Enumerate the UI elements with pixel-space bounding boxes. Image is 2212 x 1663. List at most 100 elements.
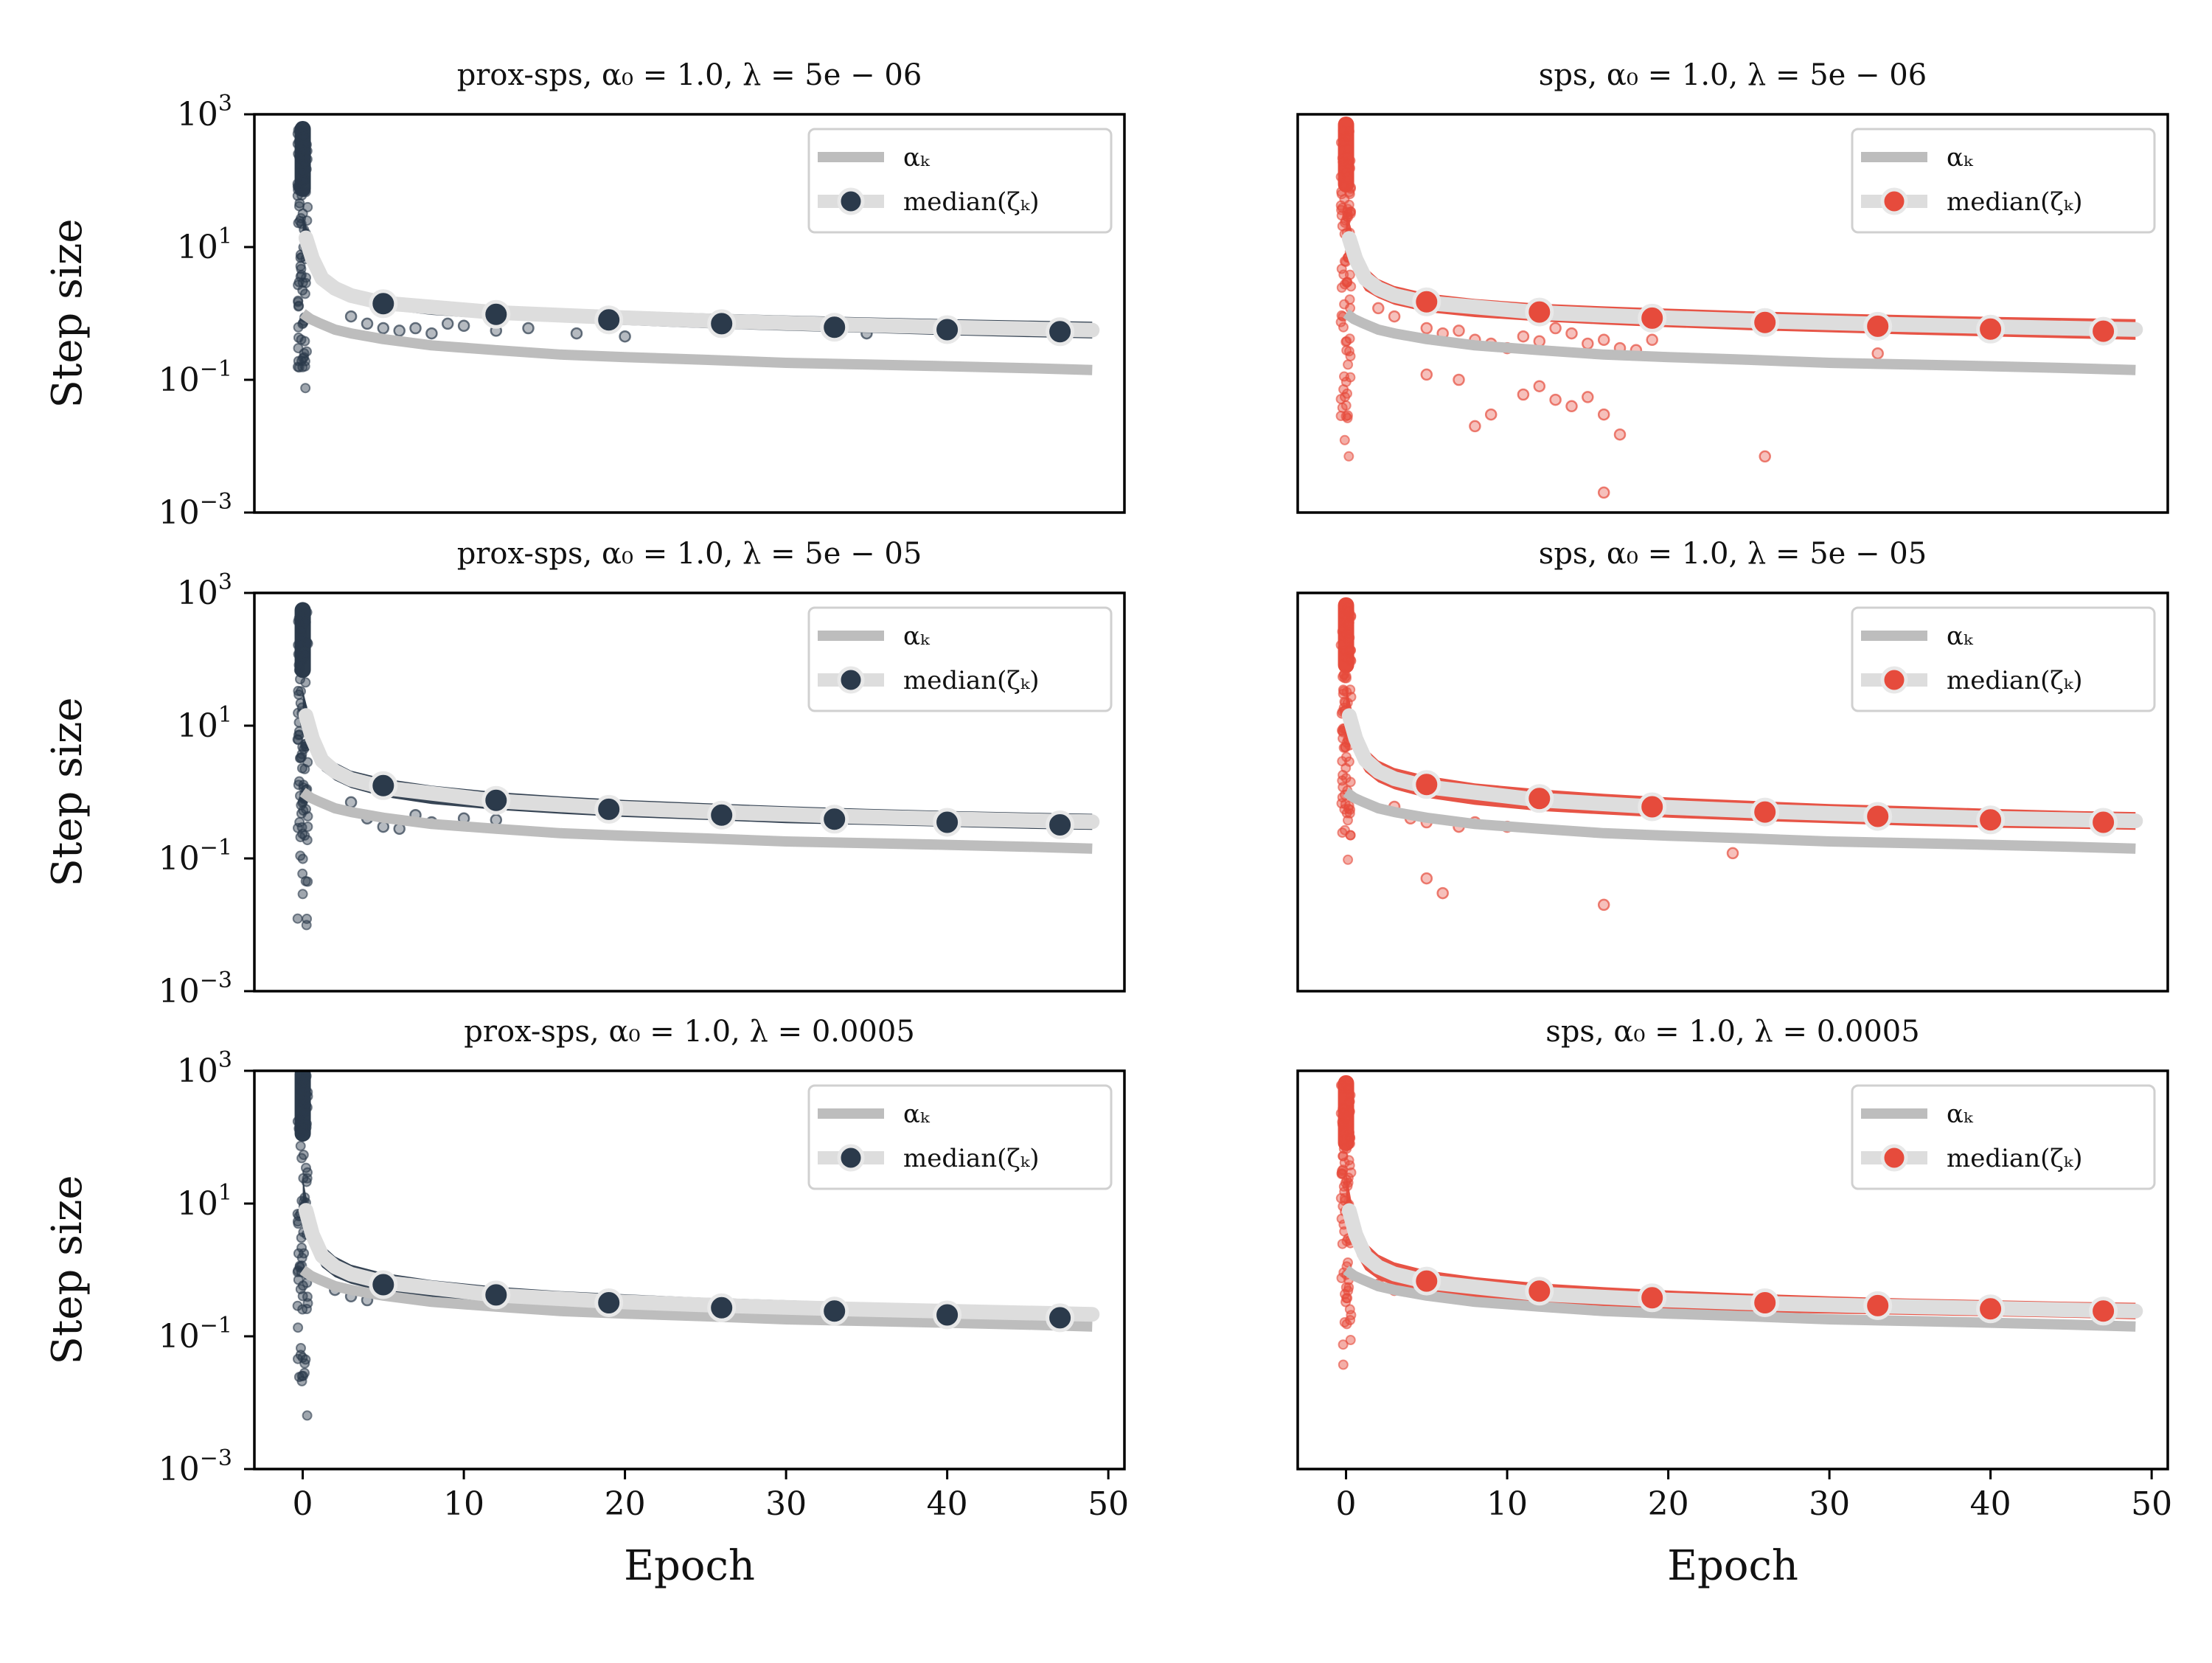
median-marker (707, 1293, 737, 1322)
median-marker (933, 808, 962, 837)
median-marker (820, 805, 849, 834)
step-size-point (522, 322, 535, 335)
y-tick-exponent: −1 (200, 356, 232, 382)
y-tick-base: 10 (177, 96, 218, 133)
panel-title: prox-sps, α₀ = 1.0, λ = 5e − 05 (457, 537, 922, 571)
median-marker (369, 1270, 398, 1299)
step-size-point (1343, 854, 1354, 865)
median-marker (1525, 1277, 1554, 1306)
step-size-point (1337, 827, 1348, 839)
x-tick-label: 50 (2131, 1485, 2172, 1523)
step-size-point (302, 1304, 312, 1314)
step-size-point (1582, 337, 1594, 350)
x-tick-label: 40 (927, 1485, 968, 1523)
step-size-point (293, 616, 304, 627)
y-tick-base: 10 (177, 574, 218, 612)
step-size-point (300, 617, 311, 628)
alpha-k-line (299, 1266, 1093, 1332)
step-size-point (1340, 411, 1352, 422)
step-size-point (297, 889, 308, 900)
y-tick-base: 10 (159, 973, 200, 1010)
step-size-point (1597, 486, 1610, 499)
y-tick-base: 10 (177, 707, 218, 745)
step-size-point (302, 1102, 313, 1113)
step-size-point (302, 638, 313, 649)
x-tick-label: 20 (1648, 1485, 1689, 1523)
y-tick-exponent: −3 (200, 1445, 232, 1471)
y-tick-label: 10−3 (159, 1445, 232, 1488)
x-axis-label: Epoch (1667, 1542, 1798, 1590)
step-size-point (1338, 1359, 1349, 1370)
y-tick-label: 103 (177, 1047, 232, 1090)
panel-r0c1: sps, α₀ = 1.0, λ = 5e − 06 αₖ median(ζₖ) (1296, 58, 2169, 514)
legend-alpha-label: αₖ (903, 1100, 931, 1129)
step-size-point (1646, 333, 1658, 347)
step-size-point (377, 322, 390, 335)
x-tick-label: 10 (1486, 1485, 1528, 1523)
step-size-point (457, 319, 470, 333)
step-size-point (301, 272, 311, 283)
step-size-point (1342, 612, 1353, 622)
step-size-point (1339, 1157, 1350, 1168)
y-tick-exponent: 3 (218, 91, 232, 117)
plot-area (1335, 1074, 2143, 1370)
panel-title: prox-sps, α₀ = 1.0, λ = 0.0005 (464, 1015, 915, 1049)
plot-area (1335, 597, 2143, 912)
median-marker (2089, 1296, 2118, 1326)
legend: αₖ median(ζₖ) (1851, 1084, 2156, 1190)
step-size-point (297, 828, 308, 839)
step-size-point (1759, 450, 1771, 463)
legend-alpha-label: αₖ (903, 622, 931, 651)
median-marker (1863, 802, 1893, 831)
median-marker (1750, 308, 1780, 337)
y-tick-label: 103 (177, 91, 232, 133)
legend-alpha-label: αₖ (1947, 622, 1974, 651)
legend-median-label: median(ζₖ) (903, 666, 1040, 695)
step-size-point (1517, 330, 1530, 343)
step-size-point (1337, 402, 1348, 413)
legend-median-swatch-marker (1880, 1144, 1908, 1172)
legend-median-label: median(ζₖ) (903, 1144, 1040, 1173)
axes-frame (253, 591, 1126, 993)
plot-area (292, 1071, 1100, 1421)
legend-box (1851, 128, 2156, 234)
step-size-point (1342, 1181, 1353, 1192)
x-tick-label: 30 (765, 1485, 807, 1523)
median-marker (1976, 314, 2006, 344)
step-size-point (425, 327, 438, 340)
step-size-point (298, 805, 309, 816)
step-size-point (298, 1077, 309, 1088)
step-size-point (299, 174, 310, 185)
y-tick-label: 10−1 (159, 356, 232, 399)
y-tick-exponent: 1 (218, 223, 232, 249)
median-marker (1046, 317, 1075, 347)
step-size-point (1338, 733, 1349, 744)
step-size-point (1340, 742, 1351, 753)
legend-median-swatch-marker (837, 187, 865, 215)
median-marker (1638, 1283, 1667, 1313)
panel-r1c1: sps, α₀ = 1.0, λ = 5e − 05 αₖ median(ζₖ) (1296, 537, 2169, 993)
median-zeta-line (298, 708, 1100, 830)
y-axis-label: Step size (44, 219, 91, 409)
step-size-point (296, 1153, 307, 1164)
step-size-point (296, 626, 307, 637)
median-marker (1976, 805, 2006, 835)
step-size-point (1453, 373, 1465, 386)
x-tick-label: 40 (1970, 1485, 2011, 1523)
step-size-point (295, 260, 306, 271)
median-marker (481, 299, 511, 329)
step-size-point (1871, 347, 1884, 360)
legend: αₖ median(ζₖ) (807, 606, 1113, 712)
median-marker (369, 289, 398, 319)
step-size-point (1597, 333, 1610, 347)
median-marker (1525, 297, 1554, 327)
step-size-point (1420, 322, 1433, 335)
step-size-point (1335, 171, 1346, 182)
panel-title: sps, α₀ = 1.0, λ = 5e − 06 (1539, 58, 1927, 92)
step-size-point (1372, 302, 1385, 315)
step-size-point (1346, 645, 1356, 656)
median-marker (369, 771, 398, 800)
step-size-point (409, 322, 422, 335)
y-tick-base: 10 (177, 1052, 218, 1090)
legend-median-swatch-marker (1880, 666, 1908, 694)
